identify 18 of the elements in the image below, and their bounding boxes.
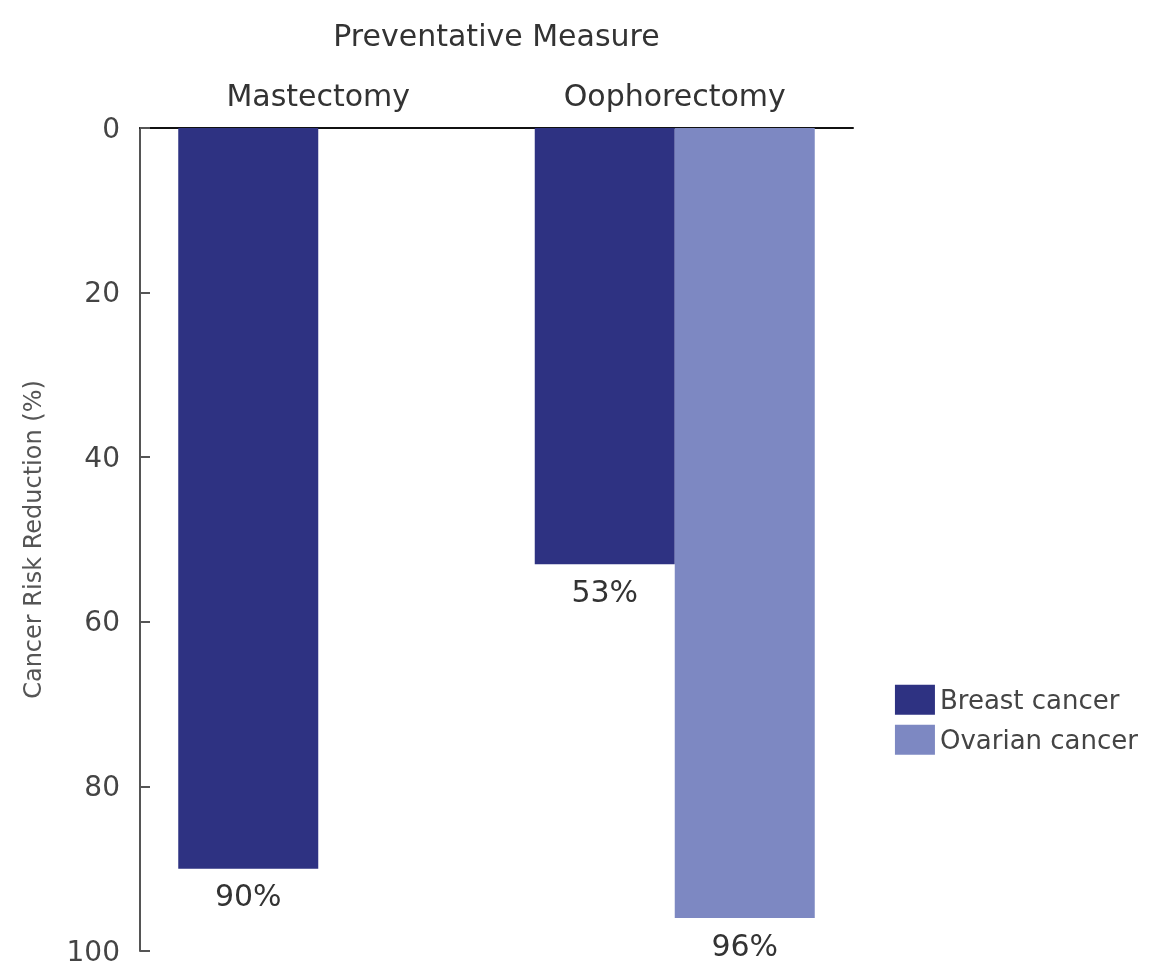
y-tick-label: 0 (102, 111, 120, 145)
x-tick-label: Mastectomy (226, 77, 411, 113)
data-label: 53% (571, 573, 639, 609)
x-tick-label: Oophorectomy (563, 77, 786, 113)
bar (534, 128, 675, 565)
x-axis-title: Preventative Measure (333, 17, 660, 53)
legend-label: Ovarian cancer (939, 724, 1139, 755)
data-label: 90% (214, 878, 282, 914)
y-tick-label: 100 (66, 934, 120, 968)
y-tick-label: 20 (84, 276, 120, 310)
bar (674, 128, 815, 919)
legend-label: Breast cancer (939, 684, 1120, 715)
bar (178, 128, 319, 869)
y-tick-label: 80 (84, 769, 120, 803)
y-tick-label: 60 (84, 605, 120, 639)
y-tick-label: 40 (84, 440, 120, 474)
data-label: 96% (711, 927, 779, 963)
y-axis-title: Cancer Risk Reduction (%) (19, 380, 47, 699)
